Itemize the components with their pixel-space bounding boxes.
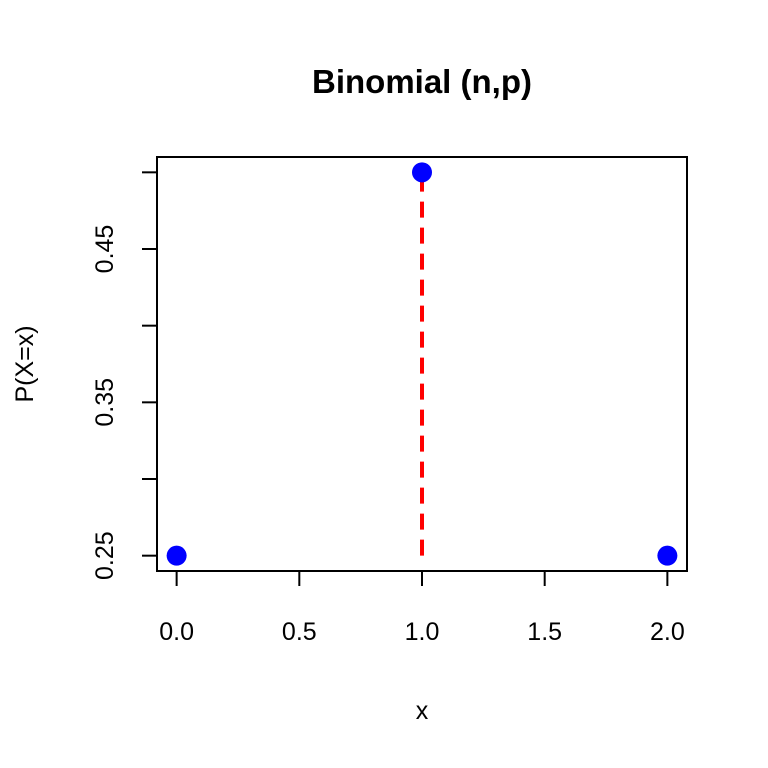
x-tick-label-1: 0.5 [282,618,317,646]
y-tick-label-4: 0.45 [91,225,119,274]
x-tick-label-4: 2.0 [650,618,685,646]
y-tick-label-2: 0.35 [91,378,119,427]
x-tick-label-0: 0.0 [159,618,194,646]
chart-title: Binomial (n,p) [312,63,532,100]
data-point-0-0 [166,545,187,566]
x-tick-label-3: 1.5 [527,618,562,646]
y-axis-label: P(X=x) [11,325,39,402]
y-axis: 0.25 0.35 0.45 [91,171,158,580]
x-tick-label-2: 1.0 [405,618,440,646]
data-point-0-1 [412,162,432,183]
x-axis: 0.0 0.5 1.0 1.5 2.0 [159,570,685,646]
data-point-0-2 [657,545,678,566]
x-axis-label: x [416,697,429,725]
data-points [166,162,678,566]
y-tick-label-0: 0.25 [91,531,119,580]
